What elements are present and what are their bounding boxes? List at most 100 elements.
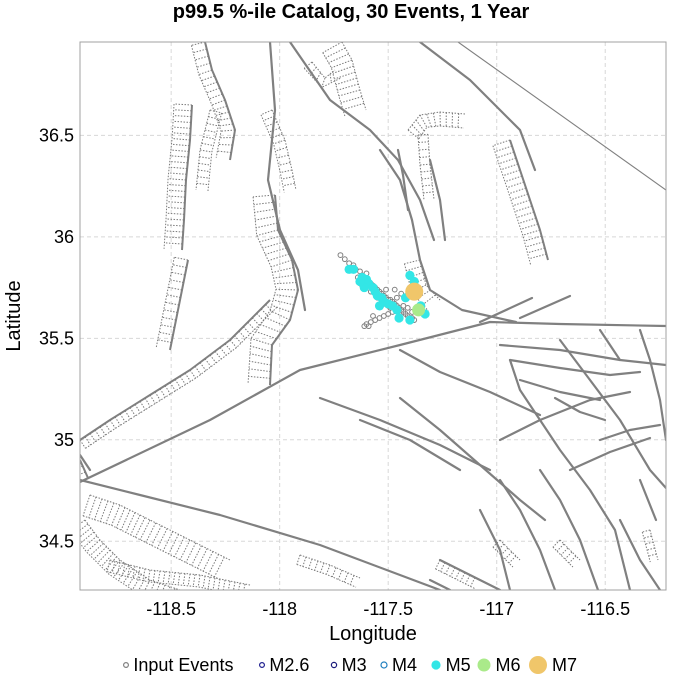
fault-zone-hatch bbox=[204, 358, 212, 368]
fault-zone-edge bbox=[204, 42, 236, 161]
fault-zone-hatch bbox=[97, 549, 111, 564]
fault-zone-hatch bbox=[337, 83, 359, 91]
fault-zone-edge bbox=[85, 306, 278, 449]
fault-traces bbox=[80, 42, 666, 590]
fault-zone-hatch bbox=[206, 122, 219, 127]
legend-marker bbox=[431, 660, 441, 670]
fault-zone-edge bbox=[247, 196, 277, 384]
fault-zone-hatch bbox=[171, 143, 190, 147]
fault-zone-hatch bbox=[265, 247, 287, 255]
fault-zone-edge bbox=[195, 109, 211, 191]
fault-zone-hatch bbox=[198, 69, 213, 76]
fault-zone-hatch bbox=[516, 211, 535, 218]
y-tick-label: 34.5 bbox=[39, 531, 74, 551]
fault-zone-hatch bbox=[134, 404, 141, 414]
y-axis-ticks: 34.5 35 35.5 36 36.5 bbox=[39, 125, 74, 551]
fault-zone-hatch bbox=[166, 206, 185, 210]
fault-zone-hatch bbox=[568, 555, 577, 564]
event-point bbox=[405, 282, 424, 301]
fault-zone-hatch bbox=[88, 496, 97, 518]
fault-zone-hatch bbox=[229, 339, 237, 348]
fault-zone-edge bbox=[552, 546, 574, 568]
fault-zone-hatch bbox=[407, 129, 420, 140]
fault-zone-edge bbox=[299, 554, 361, 579]
fault-zone-edge bbox=[190, 45, 222, 158]
fault-zone-hatch bbox=[435, 559, 441, 570]
fault-zone-hatch bbox=[255, 222, 278, 229]
fault-zone-hatch bbox=[208, 116, 221, 120]
fault-zone-hatch bbox=[217, 578, 221, 590]
fault-zone-hatch bbox=[342, 102, 365, 111]
fault-zone-hatch bbox=[510, 193, 529, 201]
fault-zone-hatch bbox=[207, 576, 211, 589]
event-point bbox=[405, 315, 415, 325]
fault-zone-hatch bbox=[219, 123, 234, 127]
fault-zone-hatch bbox=[89, 542, 104, 556]
fault-zone-hatch bbox=[168, 172, 187, 175]
fault-zone-hatch bbox=[646, 547, 655, 551]
fault-zone-hatch bbox=[173, 115, 192, 118]
chart-title: p99.5 %-ile Catalog, 30 Events, 1 Year bbox=[173, 1, 530, 23]
fault-zone-hatch bbox=[215, 111, 230, 116]
fault-zone-edge bbox=[418, 125, 464, 140]
legend-label: M5 bbox=[446, 655, 471, 675]
fault-zone-hatch bbox=[525, 241, 544, 248]
fault-zone-edge bbox=[80, 459, 89, 479]
grid bbox=[80, 42, 666, 590]
fault-zone-hatch bbox=[129, 407, 136, 417]
event-point bbox=[355, 276, 365, 287]
fault-zone-hatch bbox=[156, 528, 168, 549]
fault-zone-hatch bbox=[255, 215, 277, 221]
fault-zone-hatch bbox=[80, 460, 81, 461]
fault-zone-hatch bbox=[209, 109, 222, 114]
fault-zone-hatch bbox=[331, 567, 337, 578]
event-point bbox=[383, 286, 389, 293]
fault-zone-hatch bbox=[167, 189, 186, 192]
fault-zone-hatch bbox=[518, 217, 537, 224]
fault-zone-hatch bbox=[106, 559, 111, 572]
fault-zone-hatch bbox=[648, 553, 657, 557]
fault-zone-hatch bbox=[167, 571, 171, 584]
fault-zone-hatch bbox=[94, 429, 101, 439]
fault-zone-hatch bbox=[172, 126, 191, 129]
fault-zone-hatch bbox=[329, 73, 332, 83]
fault-zone-hatch bbox=[192, 574, 196, 587]
fault-zone-hatch bbox=[119, 413, 126, 423]
legend-label: M3 bbox=[342, 655, 367, 675]
fault-zone-hatch bbox=[556, 543, 565, 552]
fault-zone-hatch bbox=[212, 577, 216, 590]
x-tick-label: -117 bbox=[479, 599, 514, 619]
fault-zone-hatch bbox=[328, 53, 349, 64]
fault-zone-edge bbox=[499, 539, 521, 561]
fault-zone-hatch bbox=[172, 138, 191, 141]
event-point bbox=[392, 305, 402, 315]
fault-zone-hatch bbox=[194, 365, 202, 375]
fault-zone-hatch bbox=[418, 141, 429, 143]
fault-zone-hatch bbox=[455, 569, 461, 580]
fault-zone-hatch bbox=[234, 335, 242, 344]
fault-zone-hatch bbox=[168, 286, 183, 291]
fault-zone-hatch bbox=[242, 326, 251, 335]
fault-zone-hatch bbox=[302, 556, 307, 567]
fault-zone-hatch bbox=[276, 154, 289, 159]
fault-zone-hatch bbox=[281, 176, 294, 180]
fault-zone-hatch bbox=[265, 317, 286, 327]
fault-zone-hatch bbox=[172, 572, 176, 585]
fault-zone-hatch bbox=[221, 129, 236, 132]
event-point bbox=[393, 294, 400, 301]
fault-zone-hatch bbox=[508, 555, 517, 564]
fault-zone-edge bbox=[155, 257, 175, 348]
fault-zone-hatch bbox=[120, 509, 131, 531]
fault-zone-edge bbox=[559, 539, 581, 561]
fault-zone-hatch bbox=[189, 369, 197, 379]
fault-zone-hatch bbox=[500, 163, 519, 171]
fault-zone-hatch bbox=[80, 527, 92, 538]
fault-zone-hatch bbox=[170, 149, 189, 152]
fault-zone-hatch bbox=[151, 525, 162, 546]
fault-zone-hatch bbox=[169, 279, 184, 283]
fault-zone-hatch bbox=[645, 541, 654, 545]
fault-zone-hatch bbox=[80, 519, 86, 525]
fault-zone-hatch bbox=[109, 419, 116, 429]
fault-zone-hatch bbox=[250, 338, 273, 346]
fault-zone-hatch bbox=[199, 156, 212, 160]
